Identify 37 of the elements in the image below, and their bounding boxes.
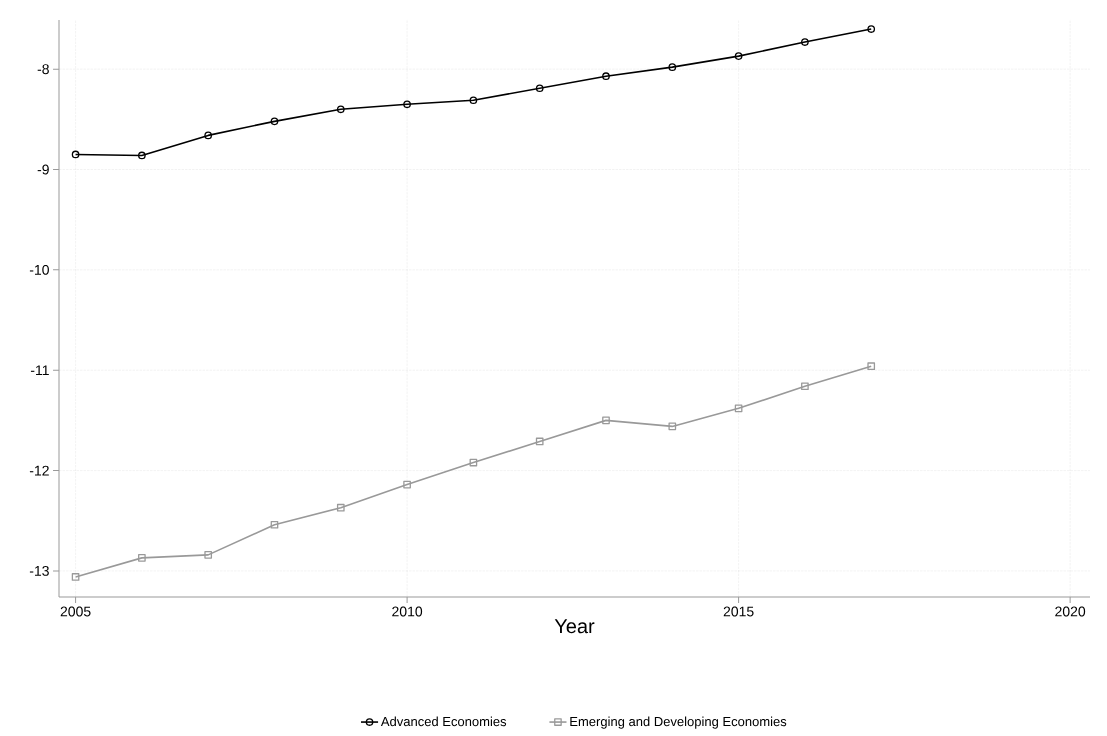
- point: [336, 503, 345, 512]
- point: [138, 554, 146, 562]
- point: [336, 105, 345, 114]
- legend-label: Advanced Economies: [380, 716, 507, 727]
- y-tick-label: -9: [37, 164, 49, 175]
- point: [867, 362, 876, 371]
- point: [403, 100, 411, 109]
- y-tick-label: -12: [29, 465, 49, 476]
- point: [535, 84, 544, 93]
- x-tick-label: 2020: [1055, 606, 1086, 617]
- point: [138, 151, 146, 160]
- y-tick-label: -13: [29, 565, 49, 576]
- point: [734, 52, 743, 60]
- point: [204, 131, 213, 140]
- point: [602, 72, 610, 81]
- point: [668, 422, 677, 431]
- x-tick-label: 2005: [60, 606, 91, 617]
- y-tick-label: -8: [37, 64, 49, 75]
- point: [270, 520, 279, 529]
- point: [469, 96, 478, 105]
- x-axis-title: Year: [554, 619, 595, 634]
- point: [535, 437, 544, 446]
- point: [801, 382, 809, 391]
- x-tick-label: 2015: [723, 606, 754, 617]
- point: [403, 480, 411, 489]
- legend-label: Emerging and Developing Economies: [570, 716, 787, 729]
- point: [801, 38, 809, 46]
- y-tick-label: -11: [30, 365, 49, 376]
- x-tick-label: 2010: [392, 606, 423, 617]
- point: [469, 458, 478, 467]
- y-tick-label: -10: [29, 264, 49, 275]
- point: [270, 117, 279, 126]
- point: [668, 63, 677, 72]
- point: [204, 551, 213, 559]
- point: [71, 573, 80, 581]
- point: [734, 404, 743, 413]
- point: [602, 416, 610, 425]
